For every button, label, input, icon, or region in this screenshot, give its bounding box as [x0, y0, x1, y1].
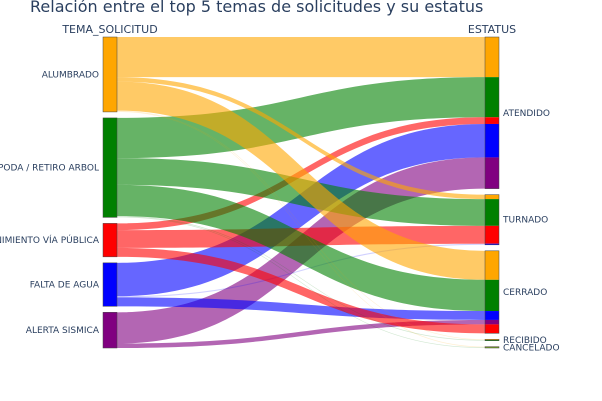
flow-link — [117, 297, 485, 320]
source-node-label: ALERTA SISMICA — [26, 326, 100, 336]
target-node — [484, 250, 500, 334]
target-node-segment — [485, 225, 499, 244]
target-node-segment — [485, 199, 499, 226]
target-node-label: ATENDIDO — [503, 109, 550, 119]
target-node-segment — [485, 346, 499, 348]
source-node-label: ALUMBRADO — [42, 70, 99, 80]
flow-link — [117, 319, 485, 348]
target-node-segment — [485, 194, 499, 200]
flow-link — [117, 243, 485, 298]
source-node — [102, 36, 118, 113]
target-node — [484, 346, 500, 349]
source-node-label: MANTENIMIENTO VÍA PÚBLICA — [0, 234, 100, 246]
labels-layer: ALUMBRADO PODA / RETIRO ARBOL MANTENIMIENT… — [0, 70, 560, 353]
target-node-segment — [485, 37, 499, 78]
source-node-label: FALTA DE AGUA — [30, 281, 100, 291]
target-node-segment — [485, 243, 499, 245]
target-node — [484, 36, 500, 189]
source-node — [102, 117, 118, 218]
target-node-label: CERRADO — [503, 288, 547, 298]
flow-link — [117, 216, 485, 348]
flow-link — [117, 247, 485, 334]
flow-link — [117, 110, 485, 340]
target-node-segment — [485, 279, 499, 312]
target-node — [484, 339, 500, 341]
target-node-segment — [485, 157, 499, 189]
target-node-segment — [485, 77, 499, 118]
target-node-segment — [485, 311, 499, 320]
target-node-segment — [485, 339, 499, 341]
source-node — [102, 262, 118, 307]
target-node-segment — [485, 319, 499, 325]
chart-title: Relación entre el top 5 temas de solicit… — [30, 0, 483, 16]
links-layer — [117, 37, 485, 348]
target-node-segment — [485, 250, 499, 280]
source-node-label: PODA / RETIRO ARBOL — [0, 164, 99, 174]
flow-link — [117, 111, 485, 348]
source-node — [102, 312, 118, 349]
flow-link — [117, 37, 485, 78]
target-node-segment — [485, 339, 499, 340]
flow-link — [117, 77, 485, 200]
flow-link — [117, 77, 485, 159]
flow-link — [117, 123, 485, 297]
nodes-layer — [102, 36, 500, 349]
flow-link — [117, 81, 485, 280]
right-column-title: ESTATUS — [468, 23, 516, 36]
source-node — [102, 223, 118, 258]
target-node-segment — [485, 347, 499, 348]
flow-link — [117, 184, 485, 312]
left-column-title: TEMA_SOLICITUD — [61, 23, 157, 36]
target-node — [484, 194, 500, 246]
target-node-segment — [485, 324, 499, 334]
target-node-label: CANCELADO — [503, 343, 560, 353]
target-node-label: RECIBIDO — [503, 336, 547, 346]
target-node-label: TURNADO — [502, 216, 548, 226]
target-node-segment — [485, 117, 499, 124]
flow-link — [117, 216, 485, 341]
target-node-segment — [485, 123, 499, 158]
